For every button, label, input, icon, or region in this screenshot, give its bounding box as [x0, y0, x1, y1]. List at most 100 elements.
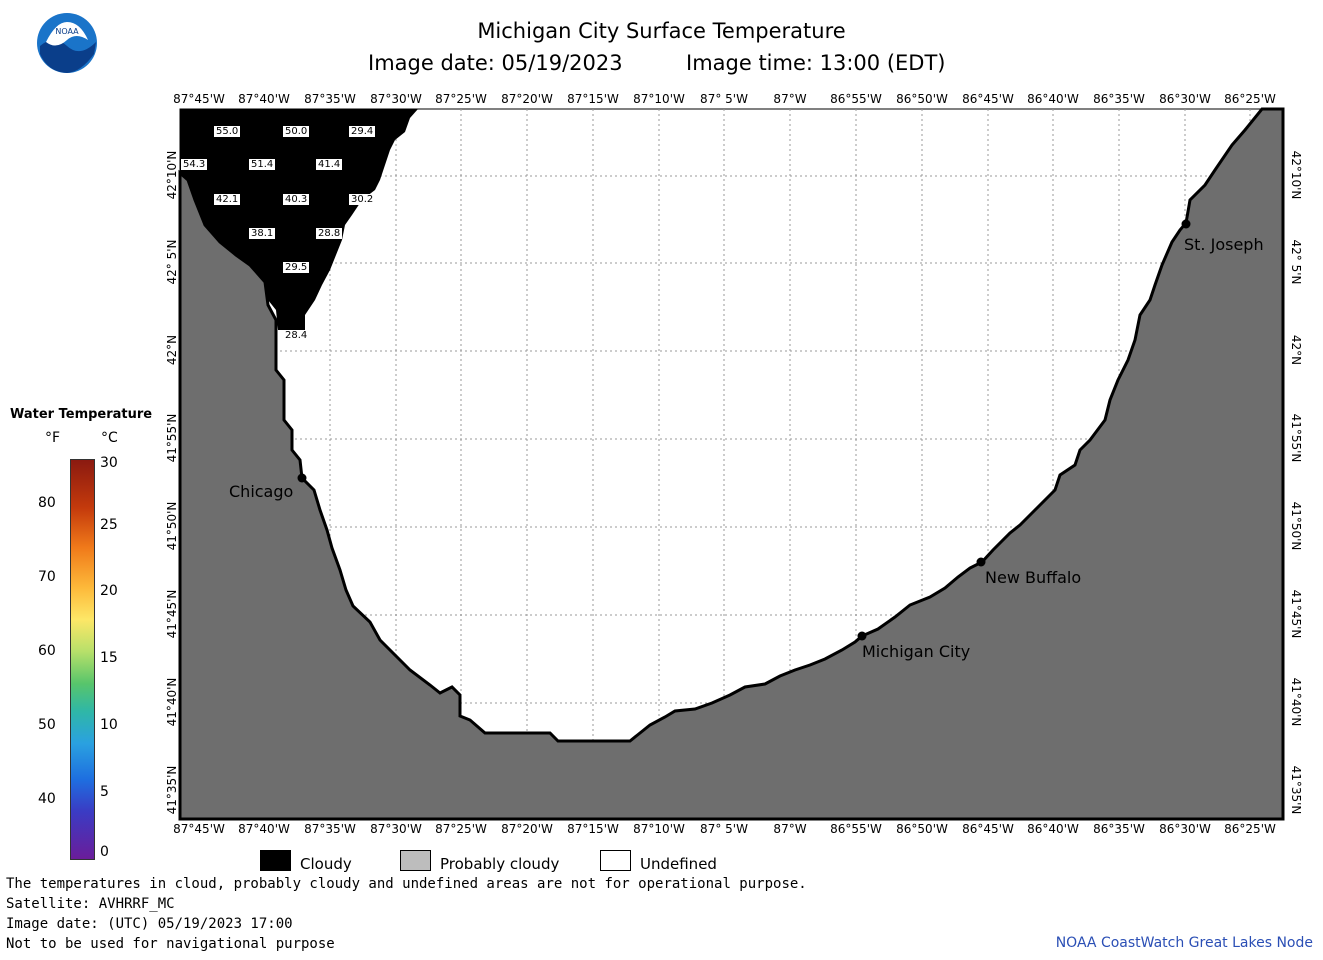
temp-value: 29.4 — [349, 126, 376, 137]
logo-text: NOAA — [55, 27, 79, 36]
key-undefined-swatch — [600, 850, 631, 871]
lon-label-top: 87°15'W — [567, 92, 619, 106]
lon-label-top: 87°W — [773, 92, 807, 106]
legend-unit-f: °F — [45, 430, 61, 446]
lon-label-bottom: 86°40'W — [1027, 822, 1079, 836]
lat-label-left: 42°10'N — [165, 150, 179, 200]
lon-label-top: 86°45'W — [962, 92, 1014, 106]
lon-label-bottom: 87°W — [773, 822, 807, 836]
michigan-city-marker — [857, 631, 867, 641]
chicago-marker — [297, 473, 307, 483]
footer-satellite: Satellite: AVHRRF_MC — [6, 896, 175, 912]
temp-value: 40.3 — [283, 194, 310, 205]
lon-label-bottom: 86°35'W — [1093, 822, 1145, 836]
legend-c-label: 10 — [100, 717, 118, 733]
legend-c-label: 5 — [100, 784, 109, 800]
lat-label-right: 41°55'N — [1289, 413, 1303, 463]
lon-label-top: 87°30'W — [370, 92, 422, 106]
lon-label-top: 86°25'W — [1224, 92, 1276, 106]
temp-value: 54.3 — [181, 159, 208, 170]
lon-label-bottom: 87°10'W — [633, 822, 685, 836]
lat-label-right: 41°50'N — [1289, 501, 1303, 551]
image-time: Image time: 13:00 (EDT) — [686, 51, 946, 75]
lon-label-bottom: 87°20'W — [501, 822, 553, 836]
noaa-logo-icon: NOAA — [37, 13, 97, 73]
lon-label-bottom: 86°30'W — [1159, 822, 1211, 836]
credit-link[interactable]: NOAA CoastWatch Great Lakes Node — [1055, 935, 1313, 951]
lon-label-bottom: 87°40'W — [238, 822, 290, 836]
legend-c-label: 15 — [100, 650, 118, 666]
temp-value: 41.4 — [316, 159, 343, 170]
lon-label-top: 86°30'W — [1159, 92, 1211, 106]
temp-value: 38.1 — [249, 228, 276, 239]
lon-label-bottom: 86°55'W — [830, 822, 882, 836]
lat-label-right: 41°35'N — [1289, 765, 1303, 815]
lon-label-top: 86°55'W — [830, 92, 882, 106]
lat-label-right: 41°40'N — [1289, 677, 1303, 727]
lon-label-top: 87°10'W — [633, 92, 685, 106]
land-mass — [178, 107, 1285, 821]
image-date: Image date: 05/19/2023 — [368, 51, 623, 75]
lon-label-bottom: 86°50'W — [896, 822, 948, 836]
footer-nav-warning: Not to be used for navigational purpose — [6, 936, 335, 952]
legend-c-label: 20 — [100, 583, 118, 599]
temp-value: 42.1 — [214, 194, 241, 205]
city-label-new-buffalo: New Buffalo — [985, 568, 1082, 587]
temp-value: 28.8 — [316, 228, 343, 239]
legend-f-label: 80 — [38, 495, 56, 511]
footer-image-date: Image date: (UTC) 05/19/2023 17:00 — [6, 916, 293, 932]
lon-label-bottom: 87°15'W — [567, 822, 619, 836]
lat-label-left: 42°N — [165, 334, 179, 366]
legend-f-label: 70 — [38, 569, 56, 585]
legend-f-label: 60 — [38, 643, 56, 659]
cloud-region — [180, 109, 418, 330]
city-label-st-joseph: St. Joseph — [1184, 235, 1264, 254]
legend-c-label: 30 — [100, 455, 118, 471]
key-probably-cloudy-label: Probably cloudy — [440, 855, 560, 873]
temp-value: 50.0 — [283, 126, 310, 137]
lon-label-top: 87°25'W — [435, 92, 487, 106]
lat-label-right: 42° 5'N — [1289, 239, 1303, 285]
lon-label-top: 87°45'W — [173, 92, 225, 106]
temp-value: 29.5 — [283, 262, 310, 273]
page-title: Michigan City Surface Temperature — [477, 19, 846, 43]
st-joseph-marker — [1181, 219, 1191, 229]
lat-label-right: 41°45'N — [1289, 589, 1303, 639]
lon-label-bottom: 87°35'W — [304, 822, 356, 836]
legend-unit-c: °C — [101, 430, 118, 446]
lon-label-bottom: 87°30'W — [370, 822, 422, 836]
lat-label-left: 41°55'N — [165, 413, 179, 463]
lat-label-left: 41°45'N — [165, 589, 179, 639]
temp-value: 30.2 — [349, 194, 376, 205]
lon-label-bottom: 87° 5'W — [700, 822, 748, 836]
lat-label-left: 41°50'N — [165, 501, 179, 551]
temp-value: 55.0 — [214, 126, 241, 137]
lon-label-bottom: 86°45'W — [962, 822, 1014, 836]
legend-f-label: 50 — [38, 717, 56, 733]
lon-label-top: 86°50'W — [896, 92, 948, 106]
lon-label-top: 87° 5'W — [700, 92, 748, 106]
legend-c-label: 25 — [100, 517, 118, 533]
city-label-michigan-city: Michigan City — [862, 642, 971, 661]
lat-label-left: 41°40'N — [165, 677, 179, 727]
legend-colorbar — [70, 459, 95, 860]
lon-label-bottom: 87°25'W — [435, 822, 487, 836]
new-buffalo-marker — [976, 557, 986, 567]
key-undefined-label: Undefined — [640, 855, 717, 873]
lon-label-bottom: 86°25'W — [1224, 822, 1276, 836]
lon-label-top: 86°40'W — [1027, 92, 1079, 106]
lat-label-right: 42°10'N — [1289, 150, 1303, 200]
temp-value: 28.4 — [283, 330, 310, 341]
legend-f-label: 40 — [38, 791, 56, 807]
key-cloudy-swatch — [260, 850, 291, 871]
lon-label-top: 86°35'W — [1093, 92, 1145, 106]
legend-title: Water Temperature — [10, 407, 153, 422]
lon-label-top: 87°20'W — [501, 92, 553, 106]
key-cloudy-label: Cloudy — [300, 855, 352, 873]
lat-label-right: 42°N — [1289, 334, 1303, 366]
temp-value: 51.4 — [249, 159, 276, 170]
lat-label-left: 42° 5'N — [165, 239, 179, 285]
key-probably-cloudy-swatch — [400, 850, 431, 871]
footer-disclaimer: The temperatures in cloud, probably clou… — [6, 876, 807, 892]
